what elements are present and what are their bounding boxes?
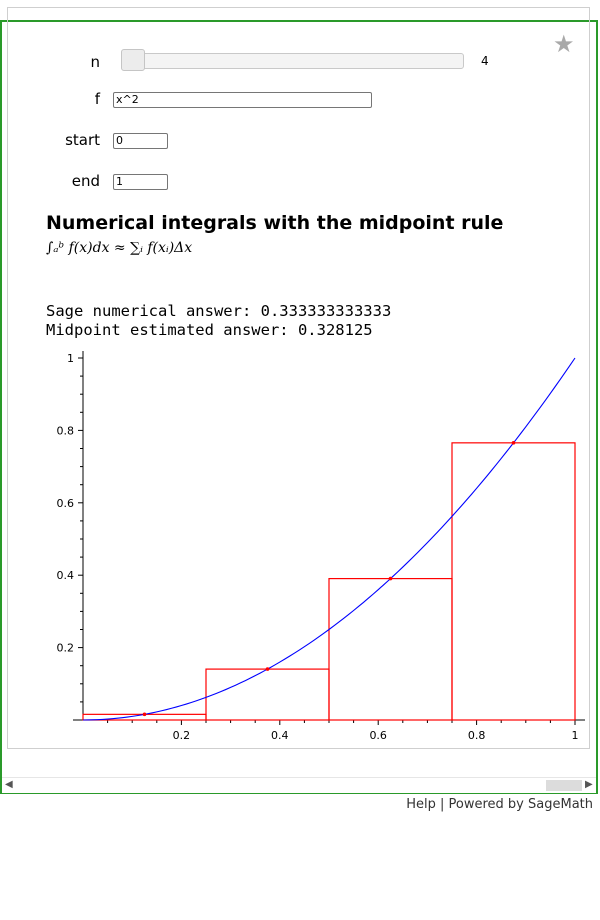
midpoint-dot	[265, 667, 270, 671]
y-tick-label: 0.6	[57, 497, 75, 510]
powered-by-link[interactable]: Powered by SageMath	[448, 797, 593, 812]
midpoint-rectangle	[328, 577, 453, 721]
interact-cell-body	[7, 7, 590, 749]
y-tick-label: 1	[67, 352, 74, 365]
output-title: Numerical integrals with the midpoint ru…	[46, 212, 504, 234]
x-tick-label: 0.4	[271, 729, 289, 742]
x-tick-label: 0.6	[369, 729, 387, 742]
horizontal-scrollbar[interactable]: ◀ ▶	[2, 777, 596, 793]
footer-separator: |	[440, 797, 445, 812]
n-label: n	[90, 53, 100, 71]
function-curve	[82, 357, 576, 721]
y-tick-label: 0.4	[57, 569, 75, 582]
midpoint-plot: 0.2 0.4 0.6 0.8 1 0.2 0.4 0.6 0.8 1	[57, 351, 585, 742]
end-label: end	[71, 172, 100, 190]
midpoint-rectangle	[451, 442, 576, 721]
chevron-left-icon[interactable]: ◀	[5, 779, 13, 790]
n-slider[interactable]	[121, 53, 464, 69]
footer: Help | Powered by SageMath	[406, 797, 593, 812]
n-slider-handle[interactable]	[121, 49, 145, 71]
x-tick-label: 1	[572, 729, 579, 742]
star-icon[interactable]: ★	[553, 30, 575, 58]
y-tick-label: 0.2	[57, 642, 75, 655]
x-tick-label: 0.8	[468, 729, 486, 742]
start-input[interactable]: 0	[113, 133, 168, 149]
start-label: start	[65, 131, 100, 149]
end-input[interactable]: 1	[113, 174, 168, 190]
x-tick-label: 0.2	[173, 729, 191, 742]
f-label: f	[94, 90, 100, 108]
midpoint-dot	[142, 712, 147, 717]
f-input[interactable]: x^2	[113, 92, 372, 108]
interact-cell-frame	[0, 20, 598, 794]
help-link[interactable]: Help	[406, 797, 436, 812]
sage-answer: Sage numerical answer: 0.333333333333	[46, 302, 392, 320]
midpoint-dot	[388, 576, 393, 581]
chevron-right-icon[interactable]: ▶	[585, 779, 593, 790]
midpoint-answer: Midpoint estimated answer: 0.328125	[46, 321, 373, 339]
scrollbar-thumb[interactable]	[546, 780, 582, 791]
midpoint-dot	[511, 441, 516, 445]
y-tick-label: 0.8	[57, 424, 75, 437]
midpoint-formula: ∫ₐᵇ f(x)dx ≈ ∑ᵢ f(xᵢ)Δx	[46, 240, 193, 256]
n-value: 4	[481, 54, 489, 68]
midpoint-rectangle	[205, 668, 330, 721]
